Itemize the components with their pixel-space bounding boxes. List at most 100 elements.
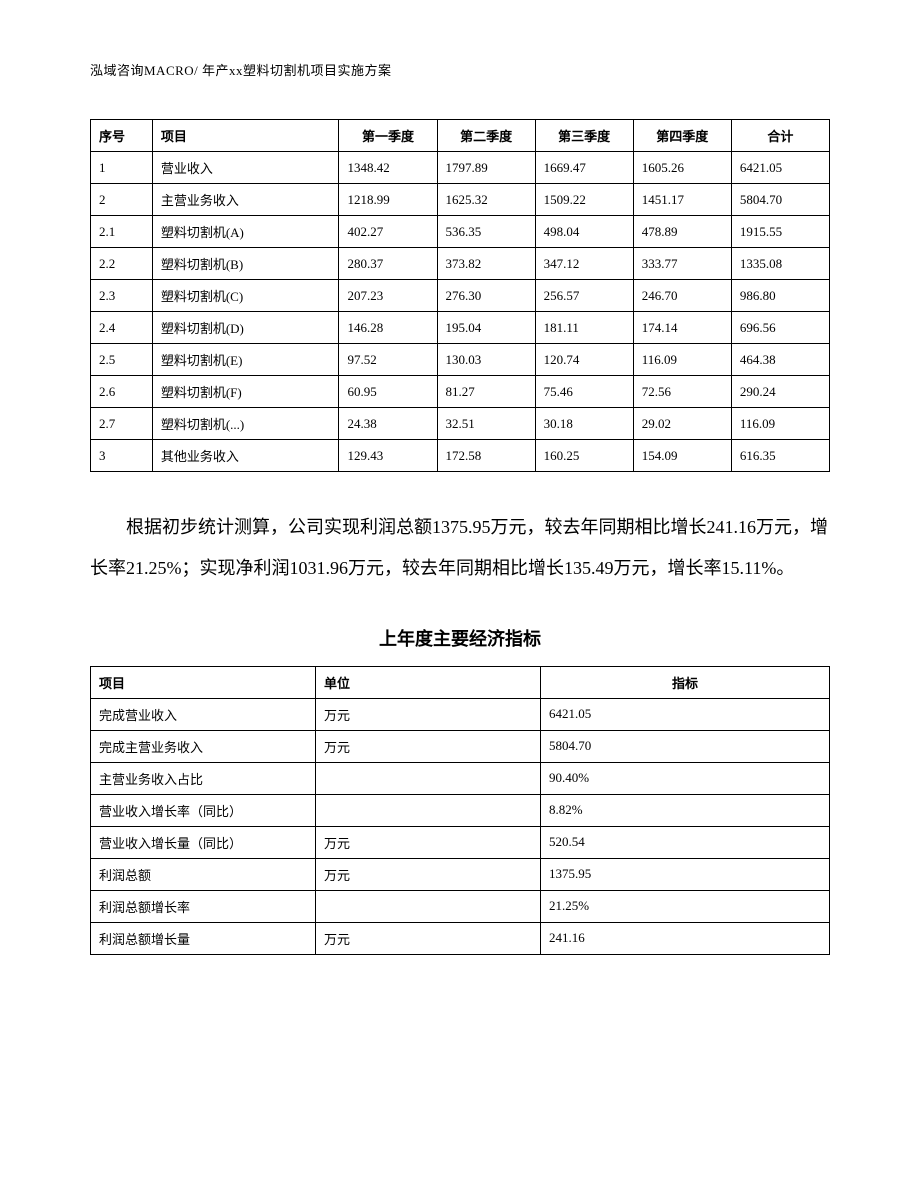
col-item-header: 项目 xyxy=(91,666,316,698)
col-seq-header: 序号 xyxy=(91,120,153,152)
cell-unit: 万元 xyxy=(316,922,541,954)
cell-item: 主营业务收入占比 xyxy=(91,762,316,794)
cell-value: 241.16 xyxy=(541,922,830,954)
cell-q3: 160.25 xyxy=(535,440,633,472)
cell-q3: 30.18 xyxy=(535,408,633,440)
cell-unit xyxy=(316,794,541,826)
table-row: 2.4塑料切割机(D)146.28195.04181.11174.14696.5… xyxy=(91,312,830,344)
cell-item: 利润总额增长量 xyxy=(91,922,316,954)
cell-q4: 116.09 xyxy=(633,344,731,376)
table-row: 利润总额增长量万元241.16 xyxy=(91,922,830,954)
cell-item: 营业收入增长量（同比） xyxy=(91,826,316,858)
cell-value: 8.82% xyxy=(541,794,830,826)
cell-item: 完成主营业务收入 xyxy=(91,730,316,762)
col-item-header: 项目 xyxy=(152,120,339,152)
cell-item: 塑料切割机(...) xyxy=(152,408,339,440)
cell-q1: 60.95 xyxy=(339,376,437,408)
cell-unit xyxy=(316,762,541,794)
cell-unit: 万元 xyxy=(316,730,541,762)
cell-item: 塑料切割机(F) xyxy=(152,376,339,408)
cell-item: 利润总额增长率 xyxy=(91,890,316,922)
cell-q3: 498.04 xyxy=(535,216,633,248)
cell-value: 90.40% xyxy=(541,762,830,794)
cell-total: 986.80 xyxy=(731,280,829,312)
cell-q1: 207.23 xyxy=(339,280,437,312)
section-subtitle: 上年度主要经济指标 xyxy=(90,625,830,651)
table-row: 完成营业收入万元6421.05 xyxy=(91,698,830,730)
cell-q2: 276.30 xyxy=(437,280,535,312)
cell-q2: 1625.32 xyxy=(437,184,535,216)
cell-seq: 2 xyxy=(91,184,153,216)
cell-q2: 1797.89 xyxy=(437,152,535,184)
economic-indicators-table: 项目 单位 指标 完成营业收入万元6421.05完成主营业务收入万元5804.7… xyxy=(90,666,830,955)
cell-item: 塑料切割机(E) xyxy=(152,344,339,376)
cell-seq: 2.5 xyxy=(91,344,153,376)
cell-unit: 万元 xyxy=(316,826,541,858)
cell-q4: 246.70 xyxy=(633,280,731,312)
cell-total: 6421.05 xyxy=(731,152,829,184)
cell-total: 1335.08 xyxy=(731,248,829,280)
cell-q4: 1605.26 xyxy=(633,152,731,184)
table-header-row: 序号 项目 第一季度 第二季度 第三季度 第四季度 合计 xyxy=(91,120,830,152)
cell-q1: 146.28 xyxy=(339,312,437,344)
cell-unit: 万元 xyxy=(316,858,541,890)
table-row: 1营业收入1348.421797.891669.471605.266421.05 xyxy=(91,152,830,184)
cell-total: 5804.70 xyxy=(731,184,829,216)
cell-total: 116.09 xyxy=(731,408,829,440)
table-row: 2.7塑料切割机(...)24.3832.5130.1829.02116.09 xyxy=(91,408,830,440)
table-row: 2.3塑料切割机(C)207.23276.30256.57246.70986.8… xyxy=(91,280,830,312)
table-row: 2主营业务收入1218.991625.321509.221451.175804.… xyxy=(91,184,830,216)
cell-q1: 402.27 xyxy=(339,216,437,248)
cell-value: 21.25% xyxy=(541,890,830,922)
col-value-header: 指标 xyxy=(541,666,830,698)
cell-q3: 256.57 xyxy=(535,280,633,312)
cell-q4: 478.89 xyxy=(633,216,731,248)
col-q4-header: 第四季度 xyxy=(633,120,731,152)
table-row: 主营业务收入占比 90.40% xyxy=(91,762,830,794)
cell-seq: 1 xyxy=(91,152,153,184)
page-header: 泓域咨询MACRO/ 年产xx塑料切割机项目实施方案 xyxy=(90,60,830,79)
cell-q1: 280.37 xyxy=(339,248,437,280)
cell-seq: 2.4 xyxy=(91,312,153,344)
cell-value: 5804.70 xyxy=(541,730,830,762)
cell-q4: 72.56 xyxy=(633,376,731,408)
cell-q3: 181.11 xyxy=(535,312,633,344)
cell-q1: 24.38 xyxy=(339,408,437,440)
cell-q2: 32.51 xyxy=(437,408,535,440)
cell-q1: 1348.42 xyxy=(339,152,437,184)
col-q3-header: 第三季度 xyxy=(535,120,633,152)
cell-item: 塑料切割机(D) xyxy=(152,312,339,344)
table-header-row: 项目 单位 指标 xyxy=(91,666,830,698)
cell-q3: 1509.22 xyxy=(535,184,633,216)
cell-total: 696.56 xyxy=(731,312,829,344)
cell-q2: 172.58 xyxy=(437,440,535,472)
cell-seq: 3 xyxy=(91,440,153,472)
cell-q4: 154.09 xyxy=(633,440,731,472)
cell-seq: 2.7 xyxy=(91,408,153,440)
table-row: 完成主营业务收入万元5804.70 xyxy=(91,730,830,762)
cell-q2: 373.82 xyxy=(437,248,535,280)
cell-total: 616.35 xyxy=(731,440,829,472)
table-row: 利润总额增长率 21.25% xyxy=(91,890,830,922)
table-row: 利润总额万元1375.95 xyxy=(91,858,830,890)
cell-total: 1915.55 xyxy=(731,216,829,248)
cell-q1: 1218.99 xyxy=(339,184,437,216)
cell-q2: 195.04 xyxy=(437,312,535,344)
table-row: 营业收入增长率（同比）8.82% xyxy=(91,794,830,826)
cell-total: 464.38 xyxy=(731,344,829,376)
cell-value: 1375.95 xyxy=(541,858,830,890)
col-q1-header: 第一季度 xyxy=(339,120,437,152)
quarterly-revenue-table: 序号 项目 第一季度 第二季度 第三季度 第四季度 合计 1营业收入1348.4… xyxy=(90,119,830,472)
table-row: 2.1塑料切割机(A)402.27536.35498.04478.891915.… xyxy=(91,216,830,248)
cell-item: 塑料切割机(B) xyxy=(152,248,339,280)
cell-unit xyxy=(316,890,541,922)
cell-q3: 120.74 xyxy=(535,344,633,376)
table-row: 营业收入增长量（同比）万元520.54 xyxy=(91,826,830,858)
cell-q4: 174.14 xyxy=(633,312,731,344)
table-row: 2.6塑料切割机(F)60.9581.2775.4672.56290.24 xyxy=(91,376,830,408)
cell-q2: 81.27 xyxy=(437,376,535,408)
cell-item: 利润总额 xyxy=(91,858,316,890)
cell-item: 塑料切割机(A) xyxy=(152,216,339,248)
cell-q1: 97.52 xyxy=(339,344,437,376)
cell-item: 其他业务收入 xyxy=(152,440,339,472)
